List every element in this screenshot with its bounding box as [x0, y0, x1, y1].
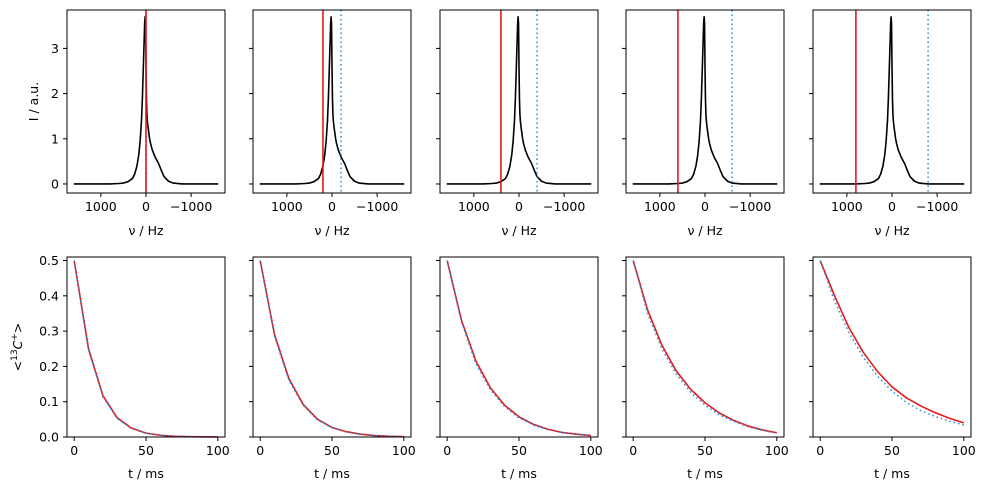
y-tick-label-bottom-3: 0.3 — [39, 324, 59, 339]
y-tick-label-top-3: 3 — [51, 41, 59, 56]
x-tick-label-bottom-5-2: 100 — [952, 443, 976, 458]
y-axis-label-bottom-part-1: 13 — [10, 349, 20, 360]
y-tick-label-bottom-1: 0.1 — [39, 394, 59, 409]
x-axis-label-top-4: ν / Hz — [687, 223, 723, 238]
spectrum-line-panel-4 — [632, 15, 778, 185]
axes-frame-bottom-1 — [66, 256, 226, 438]
x-tick-label-top-3-1: 0 — [515, 199, 523, 214]
y-tick-label-top-0: 0 — [51, 176, 59, 191]
y-axis-label-bottom-part-3: + — [10, 333, 20, 341]
y-axis-label-bottom-part-0: < — [10, 361, 25, 371]
y-axis-label-bottom-part-4: > — [10, 323, 25, 333]
x-tick-label-top-3-2: −1000 — [543, 199, 585, 214]
x-tick-label-bottom-4-0: 0 — [629, 443, 637, 458]
red-decay-line-panel-5 — [819, 260, 965, 424]
spectrum-line-panel-2 — [259, 15, 405, 185]
x-tick-label-top-4-1: 0 — [701, 199, 709, 214]
x-tick-label-bottom-5-1: 50 — [884, 443, 900, 458]
x-tick-label-top-4-2: −1000 — [729, 199, 771, 214]
y-axis-label-top: I / a.u. — [26, 82, 41, 121]
x-axis-label-top-2: ν / Hz — [314, 223, 350, 238]
x-tick-label-top-5-1: 0 — [888, 199, 896, 214]
x-axis-label-bottom-3: t / ms — [501, 466, 537, 481]
y-tick-label-bottom-0: 0.0 — [39, 430, 59, 445]
axes-frame-bottom-4 — [625, 256, 785, 438]
x-tick-label-top-1-1: 0 — [142, 199, 150, 214]
red-decay-line-panel-1 — [73, 260, 218, 438]
spectrum-line-panel-3 — [446, 15, 592, 185]
x-axis-label-top-1: ν / Hz — [128, 223, 164, 238]
x-tick-label-bottom-3-2: 100 — [579, 443, 603, 458]
x-axis-label-top-3: ν / Hz — [501, 223, 537, 238]
x-axis-label-bottom-1: t / ms — [128, 466, 164, 481]
x-tick-label-bottom-2-0: 0 — [256, 443, 264, 458]
x-tick-label-top-1-2: −1000 — [170, 199, 212, 214]
x-tick-label-top-2-2: −1000 — [356, 199, 398, 214]
x-axis-label-bottom-2: t / ms — [314, 466, 350, 481]
y-tick-label-bottom-2: 0.2 — [39, 359, 59, 374]
x-axis-label-bottom-4: t / ms — [687, 466, 723, 481]
y-tick-label-bottom-4: 0.4 — [39, 288, 59, 303]
axes-frame-bottom-3 — [439, 256, 599, 438]
x-tick-label-top-4-0: 1000 — [644, 199, 676, 214]
x-tick-label-bottom-1-2: 100 — [206, 443, 230, 458]
x-tick-label-top-5-2: −1000 — [916, 199, 958, 214]
blue-dotted-decay-line-panel-1 — [73, 260, 218, 438]
x-tick-label-top-3-0: 1000 — [458, 199, 490, 214]
x-axis-label-top-5: ν / Hz — [874, 223, 910, 238]
blue-dotted-decay-line-panel-3 — [446, 260, 591, 437]
x-tick-label-top-5-0: 1000 — [831, 199, 863, 214]
x-tick-label-bottom-4-2: 100 — [765, 443, 789, 458]
red-decay-line-panel-3 — [446, 260, 591, 437]
axes-frame-bottom-5 — [812, 256, 972, 438]
x-tick-label-bottom-2-2: 100 — [392, 443, 416, 458]
y-axis-label-bottom-part-2: C — [10, 340, 25, 349]
x-tick-label-top-2-0: 1000 — [271, 199, 303, 214]
y-axis-label-bottom: <13C+> — [10, 323, 25, 372]
x-tick-label-bottom-4-1: 50 — [697, 443, 713, 458]
y-tick-label-top-1: 1 — [51, 131, 59, 146]
x-tick-label-bottom-2-1: 50 — [324, 443, 340, 458]
x-tick-label-bottom-3-1: 50 — [511, 443, 527, 458]
x-tick-label-bottom-5-0: 0 — [816, 443, 824, 458]
x-tick-label-top-2-1: 0 — [328, 199, 336, 214]
blue-dotted-decay-line-panel-5 — [819, 260, 965, 426]
x-tick-label-bottom-1-0: 0 — [70, 443, 78, 458]
axes-frame-bottom-2 — [252, 256, 412, 438]
x-tick-label-bottom-1-1: 50 — [138, 443, 154, 458]
x-tick-label-bottom-3-0: 0 — [443, 443, 451, 458]
x-tick-label-top-1-0: 1000 — [85, 199, 117, 214]
red-decay-line-panel-2 — [259, 260, 404, 438]
spectrum-line-panel-5 — [819, 15, 965, 185]
x-axis-label-bottom-5: t / ms — [874, 466, 910, 481]
y-tick-label-bottom-5: 0.5 — [39, 253, 59, 268]
red-decay-line-panel-4 — [632, 260, 777, 434]
blue-dotted-decay-line-panel-4 — [632, 260, 777, 434]
blue-dotted-decay-line-panel-2 — [259, 260, 404, 438]
y-tick-label-top-2: 2 — [51, 86, 59, 101]
